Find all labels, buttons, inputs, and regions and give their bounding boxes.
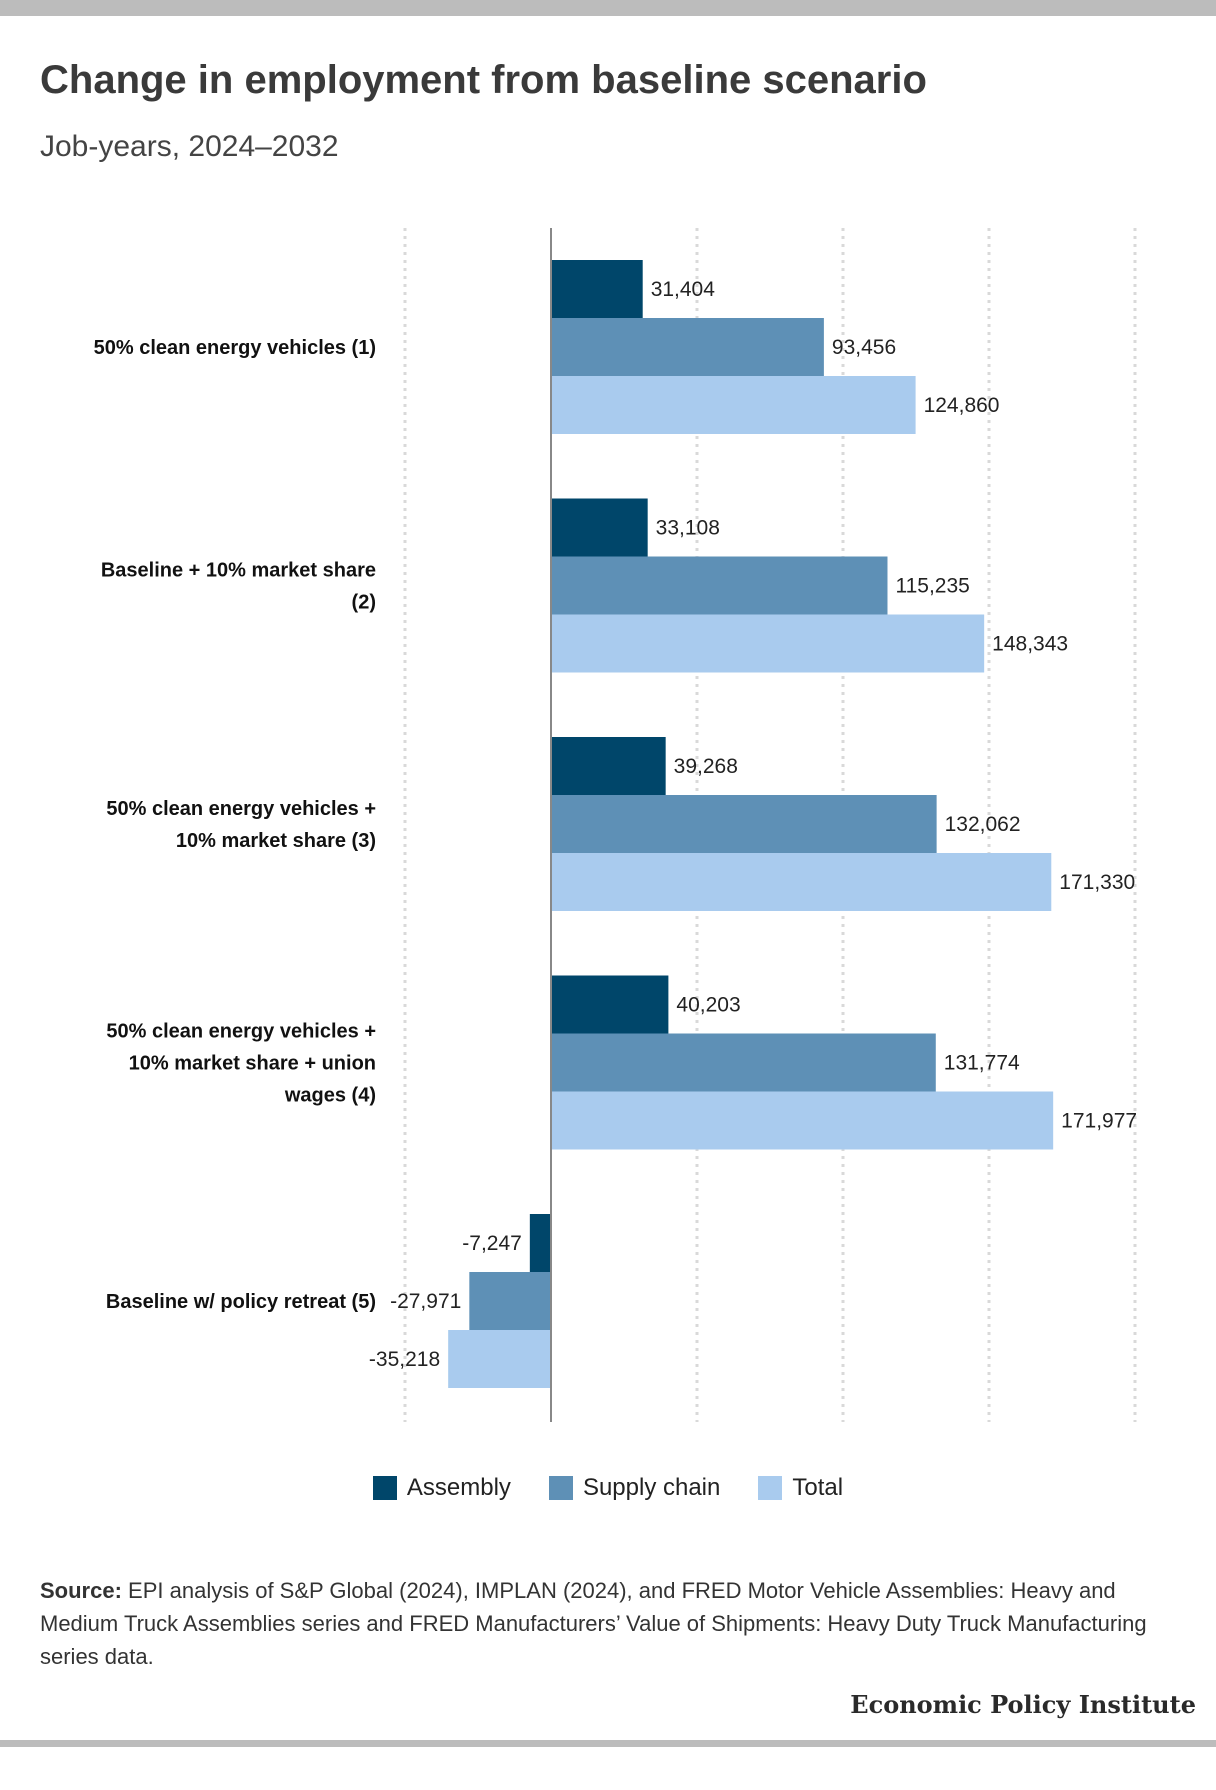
data-label-total: 171,977 bbox=[1061, 1110, 1137, 1133]
data-label-supply-chain: 131,774 bbox=[944, 1052, 1020, 1075]
legend-item-supply-chain: Supply chain bbox=[548, 1474, 721, 1502]
category-label-line: (2) bbox=[352, 592, 376, 614]
data-label-supply-chain: 93,456 bbox=[832, 336, 896, 359]
bottom-border bbox=[0, 1740, 1216, 1747]
legend-item-total: Total bbox=[758, 1474, 843, 1502]
category-label: Baseline + 10% market share (2) bbox=[101, 560, 376, 614]
category-label-line: Baseline w/ policy retreat (5) bbox=[106, 1291, 376, 1313]
bar-supply-chain bbox=[551, 556, 888, 615]
bar-supply-chain bbox=[469, 1272, 551, 1330]
bar-supply-chain bbox=[551, 318, 824, 376]
bar-total bbox=[551, 853, 1052, 911]
bar-assembly bbox=[551, 975, 669, 1034]
legend-swatch-total bbox=[758, 1476, 783, 1500]
bar-assembly bbox=[551, 737, 666, 795]
bar-supply-chain bbox=[551, 1033, 936, 1092]
bar-total bbox=[551, 1091, 1054, 1150]
top-border bbox=[0, 0, 1216, 16]
legend-swatch-supply-chain bbox=[548, 1476, 573, 1500]
legend-label-total: Total bbox=[792, 1474, 844, 1501]
bar-assembly bbox=[551, 498, 648, 557]
data-label-supply-chain: -27,971 bbox=[390, 1290, 461, 1313]
data-label-assembly: 33,108 bbox=[656, 517, 720, 540]
category-label: 50% clean energy vehicles (1) bbox=[94, 337, 376, 359]
bar-total bbox=[551, 614, 985, 673]
data-label-assembly: 31,404 bbox=[651, 278, 716, 301]
category-label-line: 10% market share (3) bbox=[176, 830, 376, 852]
legend: Assembly Supply chain Total bbox=[0, 1474, 1216, 1502]
data-label-supply-chain: 115,235 bbox=[895, 575, 969, 598]
bar-assembly bbox=[551, 260, 643, 318]
bar-chart: 50% clean energy vehicles (1) 31,404 93,45… bbox=[94, 228, 1137, 1422]
category-label-line: 50% clean energy vehicles (1) bbox=[94, 337, 376, 359]
bar-assembly bbox=[529, 1214, 551, 1272]
chart-subtitle: Job-years, 2024–2032 bbox=[40, 130, 339, 163]
legend-item-assembly: Assembly bbox=[372, 1474, 511, 1502]
data-label-assembly: 39,268 bbox=[674, 755, 738, 778]
data-label-total: 148,343 bbox=[992, 633, 1068, 656]
category-label-line: 50% clean energy vehicles + bbox=[106, 798, 376, 820]
legend-swatch-assembly bbox=[372, 1476, 397, 1500]
category-label-line: 50% clean energy vehicles + bbox=[106, 1021, 376, 1043]
bar-total bbox=[551, 376, 916, 434]
data-label-total: 124,860 bbox=[924, 394, 1000, 417]
chart-title: Change in employment from baseline scena… bbox=[40, 58, 927, 102]
brand-logo-text: Economic Policy Institute bbox=[850, 1690, 1196, 1719]
category-label: Baseline w/ policy retreat (5) bbox=[106, 1291, 376, 1313]
legend-label-assembly: Assembly bbox=[406, 1474, 511, 1501]
source-note: Source: EPI analysis of S&P Global (2024… bbox=[40, 1574, 1180, 1673]
source-text: EPI analysis of S&P Global (2024), IMPLA… bbox=[40, 1578, 1147, 1669]
bar-total bbox=[448, 1330, 551, 1388]
data-label-total: -35,218 bbox=[369, 1348, 440, 1371]
data-label-assembly: 40,203 bbox=[676, 994, 740, 1017]
category-label-line: wages (4) bbox=[284, 1085, 376, 1107]
category-label: 50% clean energy vehicles + 10% market sh… bbox=[106, 798, 376, 852]
bar-supply-chain bbox=[551, 795, 937, 853]
category-label: 50% clean energy vehicles + 10% market sh… bbox=[106, 1021, 376, 1107]
category-label-line: Baseline + 10% market share bbox=[101, 560, 376, 582]
data-label-supply-chain: 132,062 bbox=[945, 813, 1021, 836]
legend-label-supply-chain: Supply chain bbox=[582, 1474, 721, 1501]
data-label-assembly: -7,247 bbox=[462, 1232, 522, 1255]
data-label-total: 171,330 bbox=[1059, 871, 1135, 894]
category-label-line: 10% market share + union bbox=[129, 1053, 376, 1075]
source-label: Source: bbox=[40, 1578, 122, 1603]
